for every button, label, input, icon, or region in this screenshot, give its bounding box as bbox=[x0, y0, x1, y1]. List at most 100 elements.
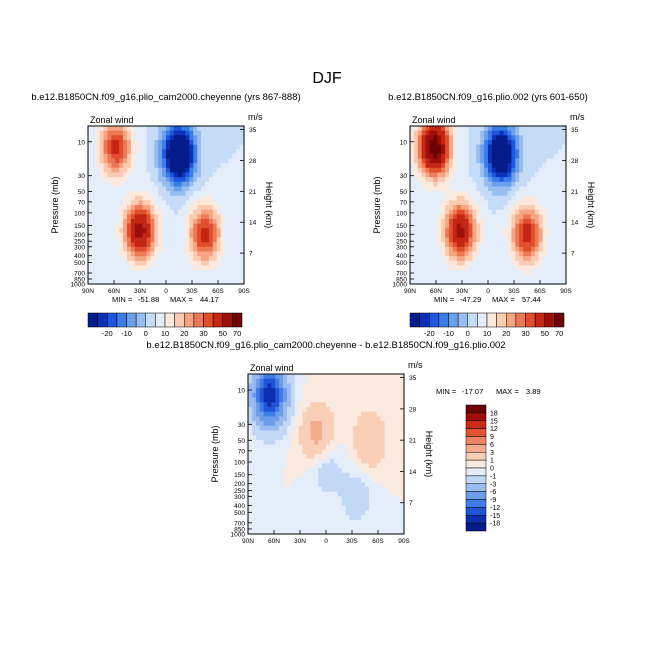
heatmap-cell bbox=[197, 205, 202, 211]
y-right-tick-label: 28 bbox=[409, 406, 417, 413]
heatmap-cell bbox=[95, 209, 101, 215]
heatmap-cell bbox=[119, 260, 124, 267]
heatmap-cell bbox=[396, 439, 401, 446]
heatmap-cell bbox=[452, 237, 458, 243]
heatmap-cell bbox=[376, 378, 382, 385]
heatmap-cell bbox=[554, 270, 559, 276]
y-tick-label: 200 bbox=[74, 232, 85, 239]
heatmap-cell bbox=[138, 228, 144, 234]
heatmap-cell bbox=[212, 223, 218, 229]
heatmap-cell bbox=[527, 163, 532, 169]
heatmap-cell bbox=[530, 274, 536, 280]
heatmap-cell bbox=[88, 163, 93, 169]
heatmap-cell bbox=[88, 135, 93, 141]
heatmap-cell bbox=[208, 251, 214, 257]
colorbar-swatch bbox=[97, 312, 108, 328]
heatmap-cell bbox=[507, 279, 512, 285]
heatmap-cell bbox=[138, 205, 144, 211]
heatmap-cell bbox=[421, 279, 427, 285]
heatmap-cell bbox=[429, 167, 434, 174]
heatmap-cell bbox=[107, 237, 112, 243]
heatmap-cell bbox=[255, 472, 261, 479]
heatmap-cell bbox=[189, 223, 194, 229]
heatmap-cell bbox=[224, 130, 229, 136]
heatmap-cell bbox=[166, 200, 171, 206]
heatmap-cell bbox=[558, 191, 563, 197]
heatmap-cell bbox=[388, 519, 393, 526]
heatmap-cell bbox=[197, 167, 202, 174]
heatmap-cell bbox=[558, 274, 563, 280]
heatmap-cell bbox=[456, 242, 462, 248]
heatmap-cell bbox=[365, 397, 370, 403]
heatmap-cell bbox=[538, 163, 544, 169]
heatmap-cell bbox=[476, 209, 481, 215]
heatmap-cell bbox=[480, 228, 485, 234]
heatmap-cell bbox=[410, 195, 415, 201]
heatmap-cell bbox=[421, 135, 427, 141]
heatmap-cell bbox=[255, 482, 261, 488]
heatmap-cell bbox=[337, 416, 343, 422]
heatmap-cell bbox=[88, 209, 93, 215]
heatmap-cell bbox=[88, 260, 93, 267]
x-tick-label: 0 bbox=[164, 288, 168, 295]
heatmap-cell bbox=[433, 256, 438, 262]
heatmap-cell bbox=[495, 200, 501, 206]
y-tick-label: 300 bbox=[74, 244, 85, 251]
y-right-tick-label: 21 bbox=[249, 189, 257, 196]
heatmap-cell bbox=[240, 126, 245, 132]
heatmap-cell bbox=[523, 167, 528, 174]
heatmap-cell bbox=[185, 135, 190, 141]
heatmap-cell bbox=[468, 126, 473, 132]
heatmap-cell bbox=[333, 482, 339, 488]
heatmap-cell bbox=[201, 232, 206, 239]
heatmap-cell bbox=[166, 251, 171, 257]
heatmap-cell bbox=[290, 505, 296, 512]
heatmap-cell bbox=[484, 232, 489, 239]
heatmap-cell bbox=[468, 251, 473, 257]
heatmap-cell bbox=[333, 444, 339, 450]
heatmap-cell bbox=[224, 144, 229, 150]
heatmap-cell bbox=[441, 232, 446, 239]
heatmap-cell bbox=[480, 251, 485, 257]
heatmap-cell bbox=[181, 130, 187, 136]
heatmap-cell bbox=[232, 191, 237, 197]
heatmap-cell bbox=[534, 251, 540, 257]
heatmap-cell bbox=[449, 228, 454, 234]
heatmap-cell bbox=[361, 392, 366, 399]
heatmap-cell bbox=[283, 402, 288, 408]
heatmap-cell bbox=[519, 265, 524, 271]
heatmap-cell bbox=[158, 177, 163, 183]
heatmap-cell bbox=[271, 444, 276, 450]
heatmap-cell bbox=[185, 251, 190, 257]
heatmap-cell bbox=[433, 177, 438, 183]
heatmap-cell bbox=[365, 496, 370, 502]
heatmap-cell bbox=[166, 274, 171, 280]
heatmap-cell bbox=[287, 388, 292, 394]
panel-variable-label: Zonal wind bbox=[250, 363, 294, 373]
colorbar-swatch bbox=[465, 412, 487, 422]
heatmap-cell bbox=[267, 472, 272, 479]
heatmap-cell bbox=[322, 402, 327, 408]
heatmap-cell bbox=[484, 205, 489, 211]
heatmap-cell bbox=[115, 163, 120, 169]
heatmap-cell bbox=[138, 279, 144, 285]
heatmap-cell bbox=[298, 524, 304, 530]
heatmap-cell bbox=[166, 214, 171, 220]
heatmap-cell bbox=[562, 279, 567, 285]
heatmap-cell bbox=[216, 163, 222, 169]
heatmap-cell bbox=[357, 519, 362, 526]
heatmap-cell bbox=[519, 126, 524, 132]
heatmap-cell bbox=[123, 223, 128, 229]
heatmap-cell bbox=[248, 383, 253, 389]
heatmap-cell bbox=[452, 270, 458, 276]
heatmap-cell bbox=[488, 126, 493, 132]
heatmap-cell bbox=[392, 374, 397, 380]
heatmap-cell bbox=[158, 126, 163, 132]
heatmap-cell bbox=[158, 191, 163, 197]
heatmap-cell bbox=[103, 209, 109, 215]
heatmap-cell bbox=[476, 139, 481, 146]
heatmap-cell bbox=[333, 383, 339, 389]
heatmap-cell bbox=[259, 491, 265, 497]
heatmap-cell bbox=[472, 251, 477, 257]
heatmap-cell bbox=[314, 477, 319, 483]
